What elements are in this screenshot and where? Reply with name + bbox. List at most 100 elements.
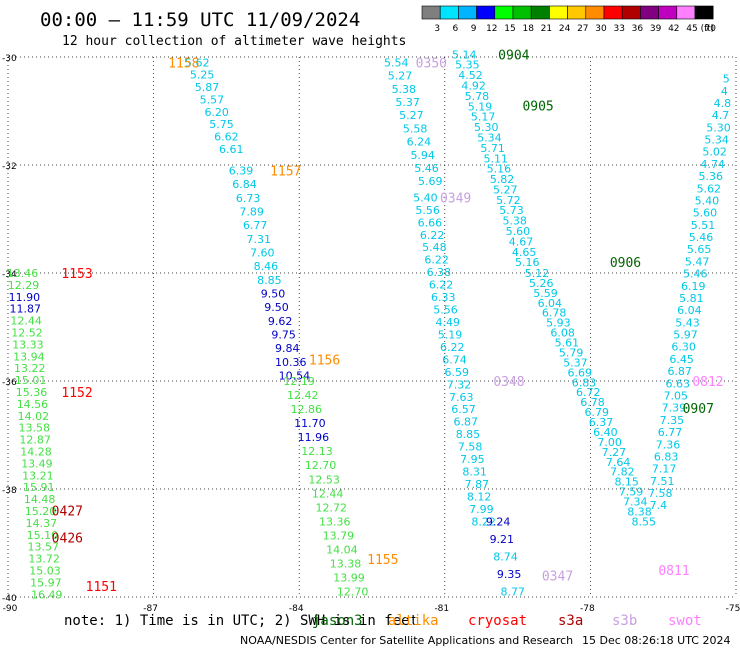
legend-label: 24: [559, 24, 571, 34]
pass-label: 0427: [52, 505, 83, 520]
wave-height-value: 5.36: [699, 170, 724, 183]
wave-height-value: 6.04: [677, 304, 702, 317]
x-tick-label: -84: [289, 604, 304, 614]
wave-height-value: 7.58: [648, 487, 673, 500]
wave-height-value: 8.46: [254, 260, 279, 273]
wave-height-value: 12.29: [8, 279, 40, 292]
wave-height-value: 13.79: [323, 529, 355, 542]
wave-height-value: 5.72: [496, 194, 521, 207]
wave-height-value: 5.27: [493, 183, 518, 196]
wave-height-value: 5.62: [697, 182, 722, 195]
legend-swatch: [694, 5, 714, 20]
wave-height-value: 6.45: [669, 353, 694, 366]
wave-height-value: 12.70: [337, 586, 369, 599]
wave-height-value: 12.44: [10, 315, 42, 328]
wave-height-value: 13.49: [21, 457, 53, 470]
wave-height-value: 6.22: [429, 279, 454, 292]
wave-height-value: 6.38: [427, 266, 452, 279]
wave-height-value: 7.4: [650, 499, 668, 512]
pass-label: 1151: [86, 580, 117, 595]
wave-height-value: 5.51: [691, 219, 716, 232]
wave-height-value: 7.35: [660, 414, 685, 427]
wave-height-value: 13.58: [18, 422, 50, 435]
wave-height-value: 7.27: [602, 446, 627, 459]
wave-height-value: 6.66: [418, 216, 443, 229]
wave-height-value: 6.37: [589, 416, 614, 429]
legend-swatch: [421, 5, 441, 20]
wave-height-value: 4.8: [714, 97, 732, 110]
wave-height-value: 12.52: [11, 327, 43, 340]
wave-height-value: 5.16: [487, 163, 512, 176]
wave-height-value: 6.73: [236, 192, 261, 205]
wave-height-value: 5.34: [477, 131, 502, 144]
wave-height-value: 11.90: [9, 291, 41, 304]
wave-height-value: 5.40: [413, 191, 438, 204]
wave-height-value: 5.34: [704, 134, 729, 147]
wave-height-value: 5.69: [418, 175, 443, 188]
wave-height-value: 4.74: [700, 158, 725, 171]
wave-height-value: 12.86: [291, 403, 323, 416]
wave-height-value: 7.82: [610, 466, 635, 479]
wave-height-value: 6.24: [407, 136, 432, 149]
chart-title: 00:00 – 11:59 UTC 11/09/2024: [40, 9, 360, 31]
pass-label: 0904: [498, 48, 529, 63]
legend-label: 15: [504, 24, 515, 34]
satellite-legend-label: s3b: [612, 613, 637, 629]
pass-label: 0905: [522, 100, 553, 115]
wave-height-value: 5.30: [706, 121, 731, 134]
wave-height-value: 14.28: [20, 446, 52, 459]
legend-swatch: [603, 5, 623, 20]
wave-height-value: 12.53: [308, 473, 340, 486]
pass-label: 1152: [61, 386, 92, 401]
x-tick-label: -78: [580, 604, 595, 614]
wave-height-value: 5.43: [675, 316, 700, 329]
x-tick-label: -90: [3, 604, 18, 614]
legend-unit: (ft): [701, 24, 715, 34]
wave-height-value: 5.17: [471, 111, 496, 124]
x-tick-label: -75: [726, 604, 740, 614]
wave-height-value: 15.03: [29, 565, 61, 578]
wave-height-value: 13.21: [22, 469, 54, 482]
wave-height-value: 15.91: [23, 481, 55, 494]
wave-height-value: 10.54: [279, 370, 311, 383]
wave-height-value: 9.75: [271, 329, 296, 342]
wave-height-value: 5.75: [209, 118, 234, 131]
wave-height-value: 7.51: [650, 475, 675, 488]
wave-height-value: 7.95: [460, 453, 485, 466]
footer-credit: NOAA/NESDIS Center for Satellite Applica…: [240, 634, 573, 647]
legend-label: 18: [522, 24, 534, 34]
wave-height-value: 5.46: [683, 268, 708, 281]
pass-label: 1158: [168, 56, 199, 71]
wave-height-value: 7.99: [469, 503, 494, 516]
wave-height-value: 6.30: [671, 341, 696, 354]
wave-height-value: 6.84: [232, 178, 257, 191]
wave-height-value: 6.20: [204, 106, 229, 119]
wave-height-value: 5.47: [685, 255, 710, 268]
wave-height-value: 7.00: [597, 436, 622, 449]
legend-label: 30: [595, 24, 607, 34]
wave-height-value: 8.15: [614, 476, 639, 489]
wave-height-value: 6.59: [444, 366, 469, 379]
wave-height-value: 9.35: [497, 568, 522, 581]
wave-height-value: 13.99: [333, 572, 365, 585]
satellite-legend-label: cryosat: [468, 613, 527, 629]
wave-height-value: 5.38: [392, 83, 417, 96]
wave-height-value: 5.65: [687, 243, 712, 256]
y-tick-label: -30: [2, 54, 17, 64]
wave-height-value: 5.12: [525, 267, 550, 280]
wave-height-value: 5.62: [185, 56, 210, 69]
wave-height-value: 5.71: [480, 142, 505, 155]
wave-height-value: 6.83: [654, 450, 679, 463]
map-grid: [7, 56, 737, 598]
wave-height-value: 5.19: [438, 328, 463, 341]
wave-height-value: 5.60: [506, 225, 531, 238]
wave-height-value: 7.58: [458, 441, 483, 454]
wave-height-value: 6.77: [243, 219, 268, 232]
wave-height-value: 12.87: [19, 434, 51, 447]
wave-height-value: 6.22: [420, 229, 445, 242]
satellite-legend-label: swot: [668, 613, 702, 629]
x-tick-label: -87: [143, 604, 158, 614]
wave-height-value: 5.25: [190, 69, 215, 82]
pass-label: 0426: [52, 532, 83, 547]
